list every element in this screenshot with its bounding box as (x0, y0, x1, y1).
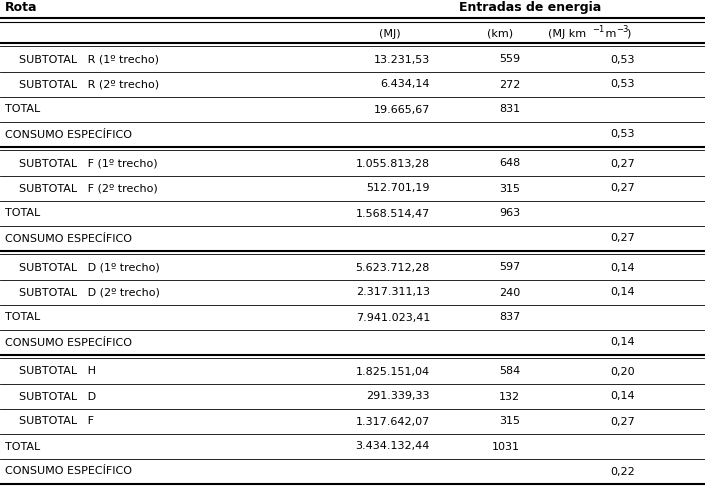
Text: 0,14: 0,14 (611, 392, 635, 401)
Text: 240: 240 (498, 287, 520, 298)
Text: (MJ): (MJ) (379, 29, 401, 39)
Text: 6.434,14: 6.434,14 (381, 79, 430, 90)
Text: 1.825.151,04: 1.825.151,04 (356, 367, 430, 376)
Text: 963: 963 (499, 208, 520, 219)
Text: 291.339,33: 291.339,33 (367, 392, 430, 401)
Text: SUBTOTAL   D: SUBTOTAL D (5, 392, 96, 401)
Text: 13.231,53: 13.231,53 (374, 55, 430, 64)
Text: 0,22: 0,22 (611, 467, 635, 476)
Text: −3: −3 (616, 25, 628, 35)
Text: 0,14: 0,14 (611, 337, 635, 348)
Text: 272: 272 (498, 79, 520, 90)
Text: 2.317.311,13: 2.317.311,13 (356, 287, 430, 298)
Text: 1.055.813,28: 1.055.813,28 (356, 158, 430, 169)
Text: 648: 648 (498, 158, 520, 169)
Text: 19.665,67: 19.665,67 (374, 105, 430, 114)
Text: 132: 132 (499, 392, 520, 401)
Text: SUBTOTAL   F: SUBTOTAL F (5, 416, 94, 427)
Text: (km): (km) (487, 29, 513, 39)
Text: CONSUMO ESPECÍFICO: CONSUMO ESPECÍFICO (5, 130, 132, 139)
Text: 1.568.514,47: 1.568.514,47 (356, 208, 430, 219)
Text: 3.434.132,44: 3.434.132,44 (355, 442, 430, 451)
Text: SUBTOTAL   D (1º trecho): SUBTOTAL D (1º trecho) (5, 262, 160, 273)
Text: 5.623.712,28: 5.623.712,28 (355, 262, 430, 273)
Text: TOTAL: TOTAL (5, 442, 40, 451)
Text: 7.941.023,41: 7.941.023,41 (355, 313, 430, 322)
Text: 1031: 1031 (492, 442, 520, 451)
Text: 315: 315 (499, 416, 520, 427)
Text: 0,53: 0,53 (611, 79, 635, 90)
Text: 0,53: 0,53 (611, 130, 635, 139)
Text: 0,14: 0,14 (611, 287, 635, 298)
Text: 0,14: 0,14 (611, 262, 635, 273)
Text: 559: 559 (499, 55, 520, 64)
Text: ): ) (626, 29, 630, 39)
Text: −1: −1 (592, 25, 604, 35)
Text: 0,27: 0,27 (611, 233, 635, 244)
Text: 837: 837 (498, 313, 520, 322)
Text: CONSUMO ESPECÍFICO: CONSUMO ESPECÍFICO (5, 467, 132, 476)
Text: Rota: Rota (5, 1, 37, 14)
Text: 315: 315 (499, 184, 520, 193)
Text: SUBTOTAL   R (2º trecho): SUBTOTAL R (2º trecho) (5, 79, 159, 90)
Text: 831: 831 (499, 105, 520, 114)
Text: SUBTOTAL   H: SUBTOTAL H (5, 367, 96, 376)
Text: Entradas de energia: Entradas de energia (459, 1, 601, 14)
Text: 0,27: 0,27 (611, 158, 635, 169)
Text: 512.701,19: 512.701,19 (367, 184, 430, 193)
Text: 0,20: 0,20 (611, 367, 635, 376)
Text: m: m (602, 29, 616, 39)
Text: 0,27: 0,27 (611, 184, 635, 193)
Text: 584: 584 (498, 367, 520, 376)
Text: SUBTOTAL   D (2º trecho): SUBTOTAL D (2º trecho) (5, 287, 160, 298)
Text: 0,53: 0,53 (611, 55, 635, 64)
Text: 597: 597 (498, 262, 520, 273)
Text: CONSUMO ESPECÍFICO: CONSUMO ESPECÍFICO (5, 337, 132, 348)
Text: 1.317.642,07: 1.317.642,07 (356, 416, 430, 427)
Text: (MJ km: (MJ km (548, 29, 586, 39)
Text: SUBTOTAL   R (1º trecho): SUBTOTAL R (1º trecho) (5, 55, 159, 64)
Text: SUBTOTAL   F (2º trecho): SUBTOTAL F (2º trecho) (5, 184, 158, 193)
Text: TOTAL: TOTAL (5, 208, 40, 219)
Text: TOTAL: TOTAL (5, 105, 40, 114)
Text: TOTAL: TOTAL (5, 313, 40, 322)
Text: SUBTOTAL   F (1º trecho): SUBTOTAL F (1º trecho) (5, 158, 158, 169)
Text: 0,27: 0,27 (611, 416, 635, 427)
Text: CONSUMO ESPECÍFICO: CONSUMO ESPECÍFICO (5, 233, 132, 244)
